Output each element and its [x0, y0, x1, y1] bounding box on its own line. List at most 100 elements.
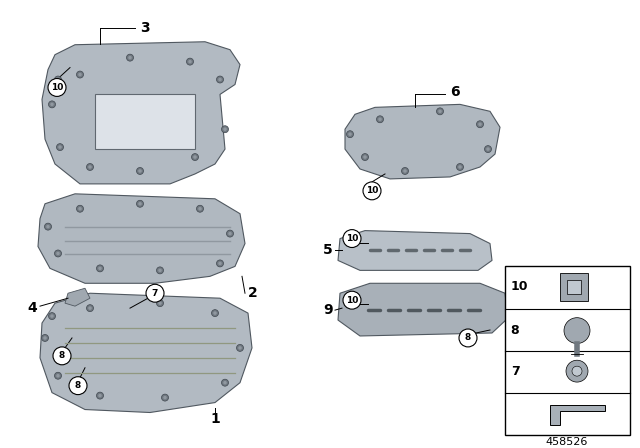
Circle shape	[346, 131, 353, 138]
Text: 3: 3	[140, 21, 150, 35]
Text: 2: 2	[248, 286, 258, 300]
Circle shape	[221, 379, 228, 386]
Circle shape	[486, 147, 490, 151]
Circle shape	[48, 78, 66, 96]
Circle shape	[163, 396, 167, 399]
Circle shape	[56, 252, 60, 255]
Circle shape	[572, 366, 582, 376]
Circle shape	[216, 76, 223, 83]
Circle shape	[138, 169, 141, 173]
Circle shape	[77, 71, 83, 78]
Circle shape	[223, 128, 227, 131]
Circle shape	[186, 58, 193, 65]
Circle shape	[127, 54, 134, 61]
Circle shape	[218, 262, 221, 265]
Circle shape	[138, 202, 141, 206]
Circle shape	[78, 73, 82, 76]
Circle shape	[86, 164, 93, 171]
Circle shape	[97, 392, 104, 399]
Circle shape	[188, 60, 192, 63]
Polygon shape	[40, 293, 252, 413]
Circle shape	[211, 310, 218, 317]
Circle shape	[161, 394, 168, 401]
Text: 458526: 458526	[546, 437, 588, 448]
Circle shape	[53, 347, 71, 365]
Circle shape	[77, 205, 83, 212]
Polygon shape	[338, 283, 508, 336]
Circle shape	[458, 165, 461, 169]
Circle shape	[45, 223, 51, 230]
Circle shape	[213, 311, 217, 315]
Circle shape	[378, 117, 381, 121]
Circle shape	[157, 267, 163, 274]
Text: 10: 10	[366, 186, 378, 195]
Circle shape	[42, 335, 49, 341]
Circle shape	[58, 145, 61, 149]
Circle shape	[51, 314, 54, 318]
Circle shape	[228, 232, 232, 235]
Circle shape	[46, 225, 50, 228]
Circle shape	[478, 122, 482, 126]
Circle shape	[564, 318, 590, 344]
Circle shape	[459, 329, 477, 347]
Bar	[567, 280, 581, 293]
Circle shape	[376, 116, 383, 123]
Polygon shape	[345, 104, 500, 179]
Circle shape	[128, 56, 132, 60]
Circle shape	[198, 207, 202, 211]
Circle shape	[88, 165, 92, 169]
Circle shape	[484, 146, 492, 153]
Polygon shape	[38, 194, 245, 283]
Text: 1: 1	[210, 413, 220, 426]
Circle shape	[238, 346, 242, 349]
Polygon shape	[65, 288, 90, 306]
Circle shape	[221, 126, 228, 133]
Circle shape	[54, 250, 61, 257]
Circle shape	[146, 284, 164, 302]
Circle shape	[218, 78, 221, 81]
Circle shape	[566, 360, 588, 382]
Text: 6: 6	[450, 86, 460, 99]
Text: 10: 10	[346, 234, 358, 243]
Circle shape	[403, 169, 407, 173]
Circle shape	[56, 144, 63, 151]
Circle shape	[196, 205, 204, 212]
Text: 7: 7	[152, 289, 158, 298]
Circle shape	[157, 300, 163, 306]
Circle shape	[364, 155, 367, 159]
Circle shape	[54, 372, 61, 379]
Circle shape	[191, 154, 198, 160]
Circle shape	[477, 121, 483, 128]
Text: 8: 8	[59, 351, 65, 360]
Circle shape	[56, 374, 60, 378]
Text: 7: 7	[511, 365, 520, 378]
Text: 8: 8	[511, 324, 519, 337]
Text: 4: 4	[27, 301, 37, 315]
Circle shape	[343, 291, 361, 309]
Circle shape	[438, 110, 442, 113]
Circle shape	[136, 200, 143, 207]
Polygon shape	[42, 42, 240, 184]
FancyBboxPatch shape	[505, 267, 630, 435]
Text: 10: 10	[346, 296, 358, 305]
Bar	[560, 273, 588, 301]
Circle shape	[56, 78, 60, 81]
Circle shape	[54, 76, 61, 83]
Text: 8: 8	[75, 381, 81, 390]
Circle shape	[69, 377, 87, 395]
Circle shape	[216, 260, 223, 267]
Text: 8: 8	[465, 333, 471, 342]
Circle shape	[97, 265, 104, 272]
Circle shape	[78, 207, 82, 211]
Text: 10: 10	[51, 83, 63, 92]
Circle shape	[51, 103, 54, 106]
Circle shape	[99, 267, 102, 270]
Circle shape	[401, 168, 408, 174]
Circle shape	[88, 306, 92, 310]
Text: 5: 5	[323, 243, 333, 258]
Circle shape	[49, 101, 56, 108]
Circle shape	[456, 164, 463, 171]
Circle shape	[158, 302, 162, 305]
Text: 10: 10	[510, 280, 528, 293]
Circle shape	[158, 269, 162, 272]
